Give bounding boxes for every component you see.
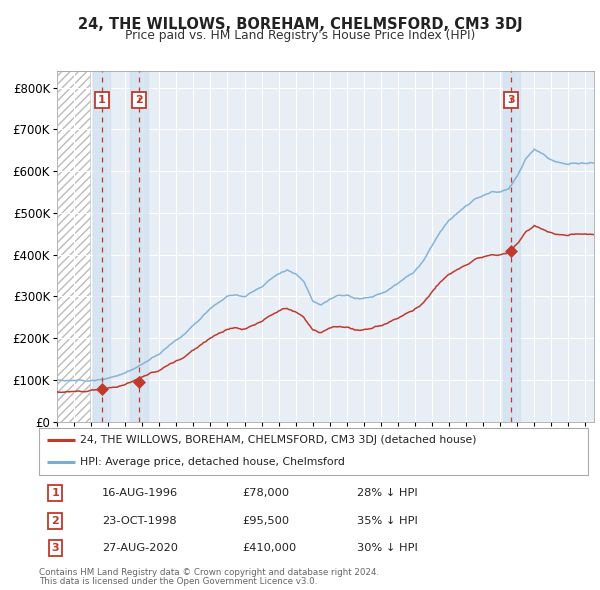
Text: 23-OCT-1998: 23-OCT-1998 [102,516,177,526]
Text: £95,500: £95,500 [242,516,289,526]
Text: 1: 1 [98,95,106,105]
Text: 16-AUG-1996: 16-AUG-1996 [102,489,178,499]
Text: 3: 3 [52,543,59,553]
Text: This data is licensed under the Open Government Licence v3.0.: This data is licensed under the Open Gov… [39,577,317,586]
Text: 28% ↓ HPI: 28% ↓ HPI [358,489,418,499]
Text: £78,000: £78,000 [242,489,289,499]
Text: £410,000: £410,000 [242,543,296,553]
Text: 27-AUG-2020: 27-AUG-2020 [102,543,178,553]
Bar [503,71,520,422]
FancyBboxPatch shape [39,428,588,475]
Text: 30% ↓ HPI: 30% ↓ HPI [358,543,418,553]
Text: 2: 2 [52,516,59,526]
Text: 2: 2 [135,95,143,105]
Bar [130,71,148,422]
Text: HPI: Average price, detached house, Chelmsford: HPI: Average price, detached house, Chel… [80,457,345,467]
Text: 24, THE WILLOWS, BOREHAM, CHELMSFORD, CM3 3DJ (detached house): 24, THE WILLOWS, BOREHAM, CHELMSFORD, CM… [80,435,476,445]
Polygon shape [57,71,90,422]
Text: Contains HM Land Registry data © Crown copyright and database right 2024.: Contains HM Land Registry data © Crown c… [39,568,379,576]
Text: 24, THE WILLOWS, BOREHAM, CHELMSFORD, CM3 3DJ: 24, THE WILLOWS, BOREHAM, CHELMSFORD, CM… [77,17,523,31]
Bar [93,71,110,422]
Text: 3: 3 [508,95,515,105]
Text: Price paid vs. HM Land Registry's House Price Index (HPI): Price paid vs. HM Land Registry's House … [125,29,475,42]
Text: 1: 1 [52,489,59,499]
Text: 35% ↓ HPI: 35% ↓ HPI [358,516,418,526]
